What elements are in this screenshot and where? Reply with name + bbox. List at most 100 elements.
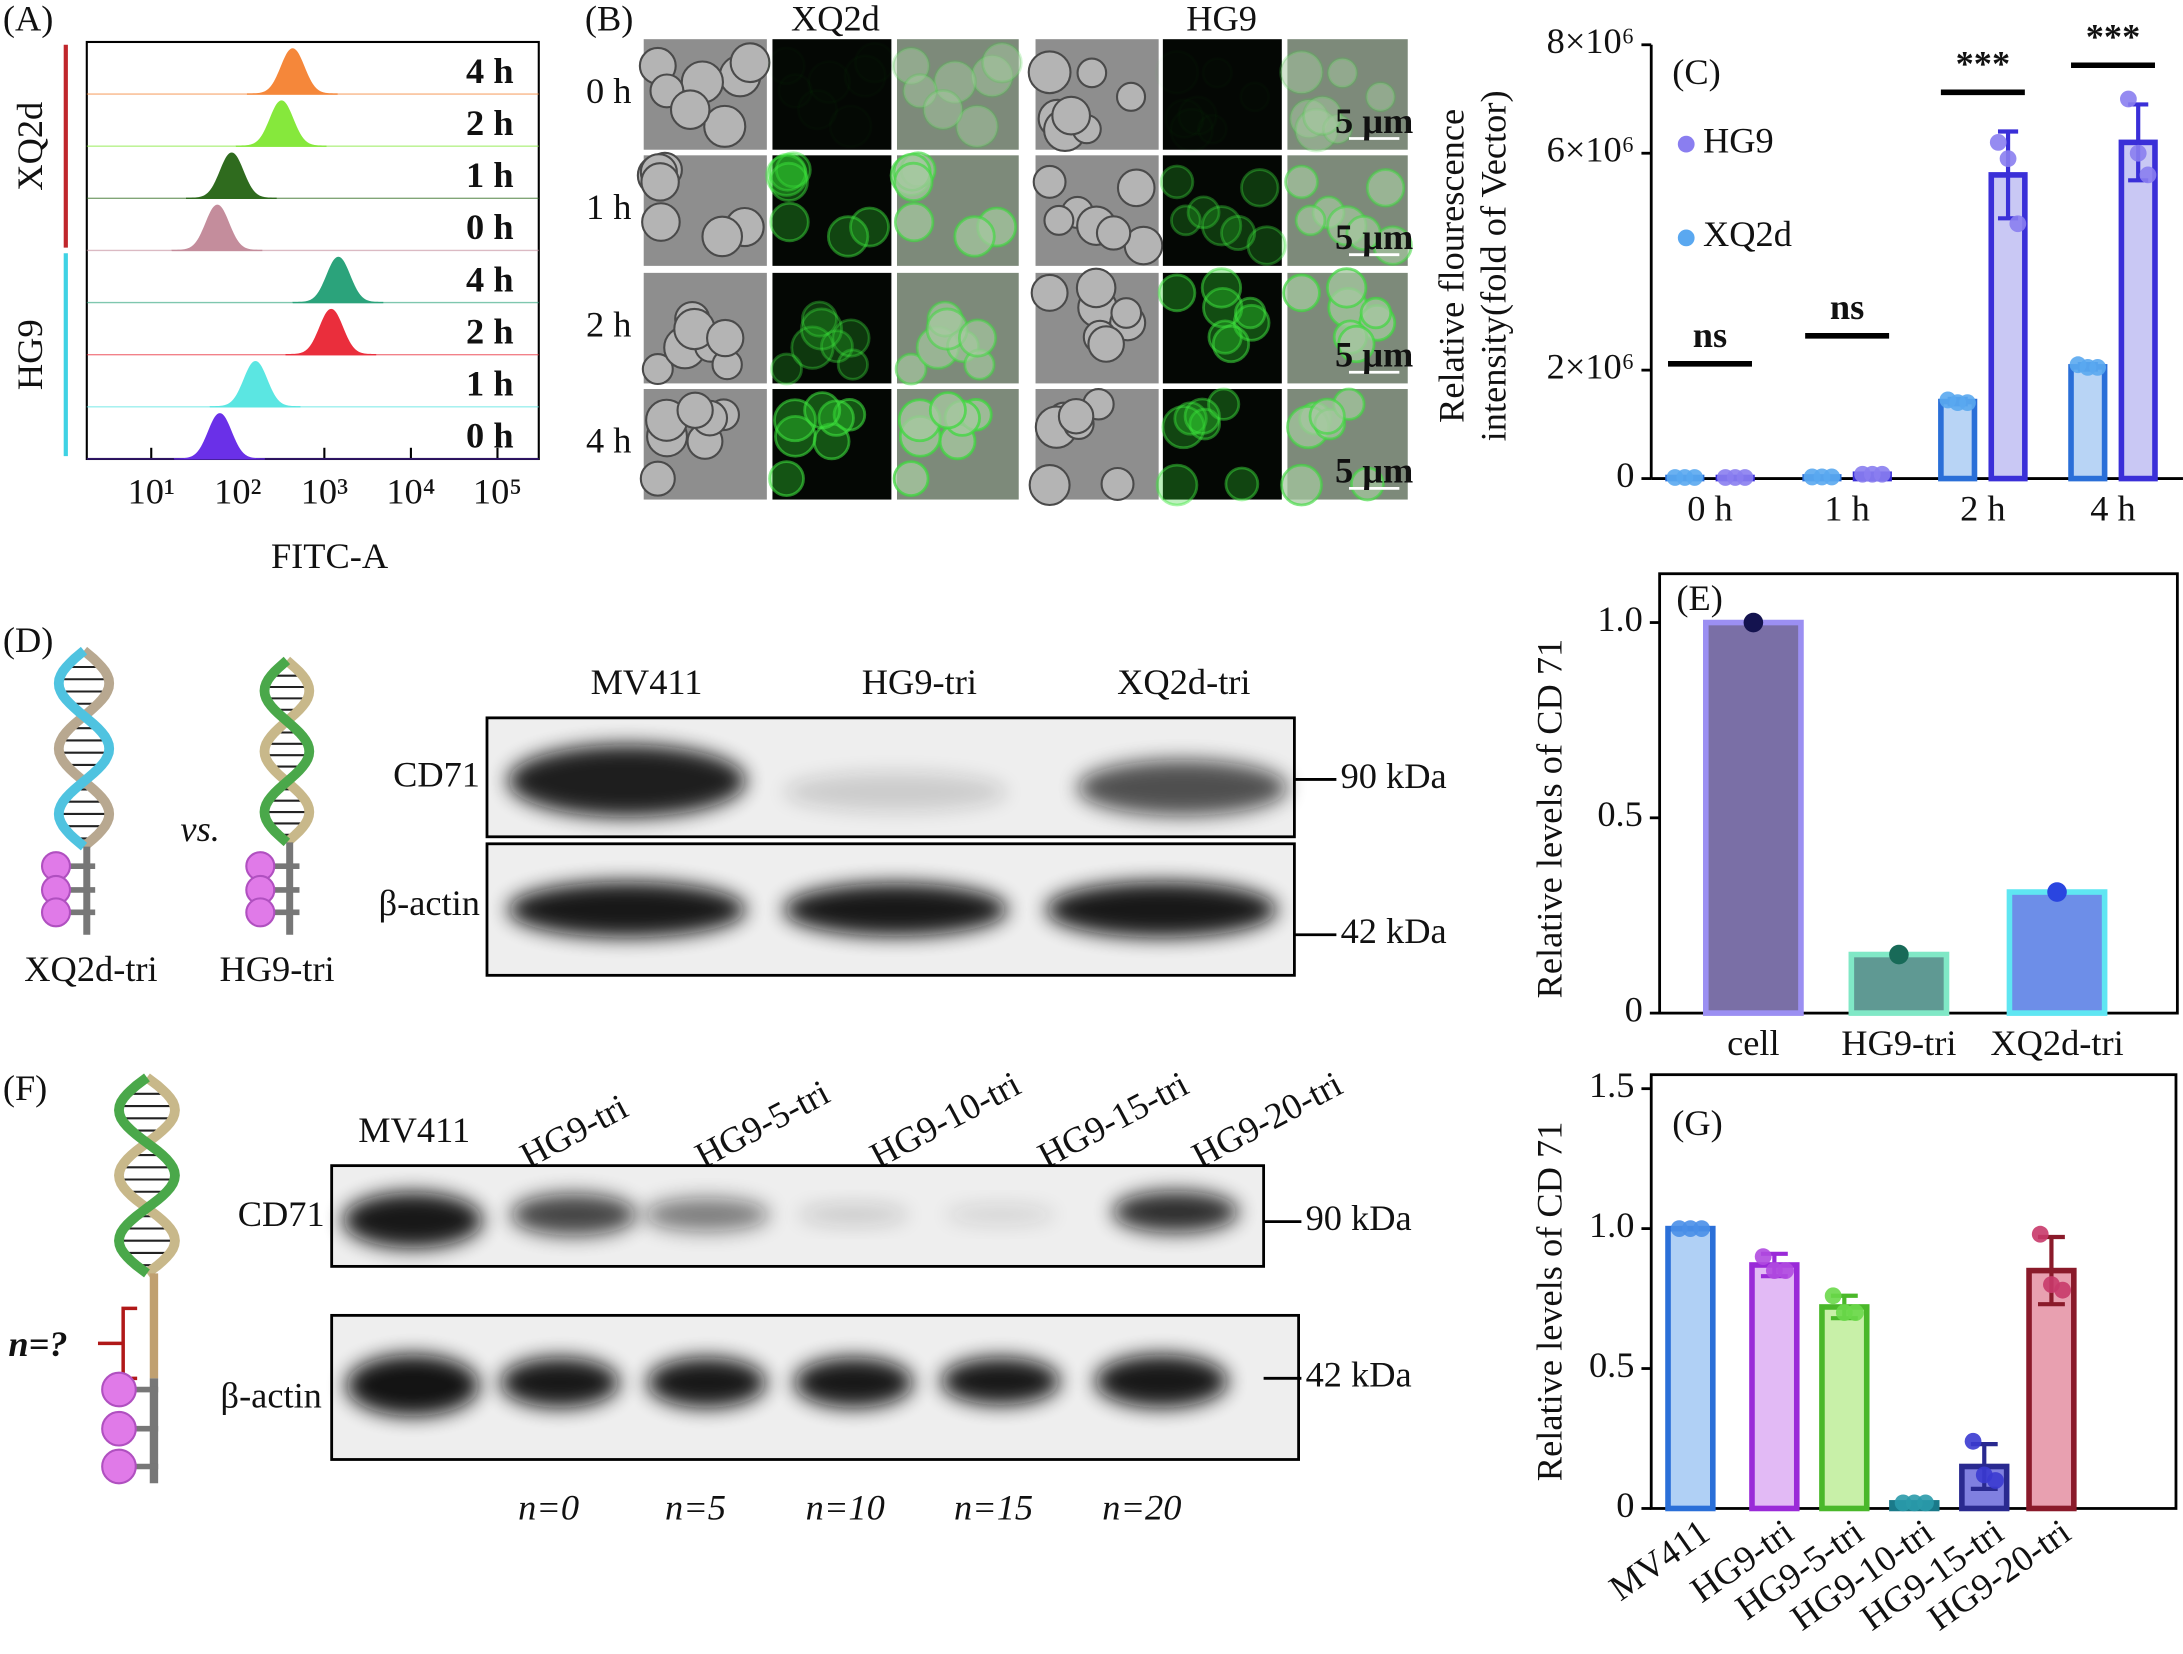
cell xyxy=(769,201,810,243)
dna-strand xyxy=(259,656,315,847)
micrograph xyxy=(772,389,892,500)
series-label: 1 h xyxy=(466,364,514,404)
y-tick-label: 0.5 xyxy=(1589,1345,1634,1385)
series-label: 4 h xyxy=(466,51,514,91)
cell xyxy=(1325,267,1368,309)
blot-band xyxy=(944,1203,1057,1226)
y-tick-label: 1.5 xyxy=(1589,1065,1634,1105)
cell xyxy=(1203,59,1232,88)
lane-label: HG9-10-tri xyxy=(863,1064,1026,1176)
cell xyxy=(774,151,812,189)
x-tick-label: cell xyxy=(1727,1023,1780,1063)
linker-length-label: n=5 xyxy=(665,1488,726,1528)
marker-label: 42 kDa xyxy=(1341,911,1447,951)
linker-length-label: n=20 xyxy=(1102,1488,1181,1528)
cell xyxy=(1032,164,1067,199)
x-tick-label: 0 h xyxy=(1687,488,1732,528)
y-tick-label: 1.0 xyxy=(1597,599,1642,639)
row-label: 4 h xyxy=(586,421,631,461)
data-point xyxy=(2139,166,2157,184)
cell xyxy=(701,215,744,258)
group-label: XQ2d xyxy=(10,102,50,191)
blot-band xyxy=(1046,881,1277,938)
column-title: HG9 xyxy=(1186,0,1257,39)
data-point xyxy=(1917,1494,1934,1512)
bar xyxy=(2118,139,2158,482)
x-tick-label: 10² xyxy=(214,472,261,512)
data-point xyxy=(1736,469,1754,486)
panel-label: (C) xyxy=(1672,52,1721,92)
cell xyxy=(703,104,747,148)
cell xyxy=(669,89,711,130)
histogram-peak xyxy=(246,48,338,95)
cell xyxy=(855,43,894,82)
cell xyxy=(765,154,808,197)
data-point xyxy=(1999,150,2017,168)
blot-band xyxy=(1094,1354,1228,1408)
blot-band xyxy=(783,882,1008,937)
blot-band xyxy=(507,744,746,818)
cell xyxy=(1240,168,1280,208)
linker-length-label: n=15 xyxy=(954,1488,1033,1528)
dna-strand xyxy=(53,646,115,851)
x-tick-label: XQ2d-tri xyxy=(1990,1023,2123,1063)
data-point xyxy=(2009,215,2027,233)
lane-label: HG9-20-tri xyxy=(1185,1064,1348,1176)
data-point xyxy=(1686,469,1704,486)
cell xyxy=(1188,407,1222,441)
row-label: 1 h xyxy=(586,187,631,227)
blot-band xyxy=(647,1357,767,1408)
blot-band xyxy=(1077,759,1288,816)
lane-label: HG9-15-tri xyxy=(1031,1064,1194,1176)
cell xyxy=(1211,324,1251,364)
blot-band xyxy=(507,881,746,938)
cell xyxy=(641,202,681,242)
x-axis-label: FITC-A xyxy=(271,536,388,576)
panel-label: (G) xyxy=(1672,1103,1723,1143)
cell xyxy=(893,161,934,202)
cell xyxy=(1284,164,1319,200)
cell xyxy=(922,89,964,131)
cell xyxy=(1170,204,1202,237)
data-point xyxy=(1823,468,1841,486)
cell xyxy=(953,215,996,258)
cell xyxy=(770,352,803,386)
cell xyxy=(803,391,842,430)
blot-band xyxy=(1112,1190,1239,1233)
series-label: 2 h xyxy=(466,311,514,351)
series-label: 0 h xyxy=(466,207,514,247)
lipid-head xyxy=(101,1448,137,1485)
cell xyxy=(981,41,1023,84)
data-point xyxy=(1754,1248,1772,1265)
cell xyxy=(1110,297,1143,329)
data-point xyxy=(1847,1304,1864,1321)
micrograph xyxy=(1162,155,1282,266)
blot-band xyxy=(342,1192,483,1249)
lane-label: MV411 xyxy=(358,1110,470,1150)
significance-label: ns xyxy=(1693,315,1727,355)
data-point xyxy=(1693,1220,1711,1238)
cell xyxy=(768,161,809,202)
panel-label: (E) xyxy=(1676,578,1722,618)
panel-label: (D) xyxy=(3,620,54,660)
cell xyxy=(893,201,935,243)
cell xyxy=(706,318,745,358)
dna-strand xyxy=(114,1073,180,1278)
cell xyxy=(1207,319,1243,355)
significance-label: *** xyxy=(2086,16,2141,56)
y-tick-label: 1.0 xyxy=(1589,1205,1634,1245)
data-point xyxy=(1959,394,1976,412)
blot-band xyxy=(783,772,1008,812)
cell xyxy=(1246,225,1287,266)
x-tick-label: 10⁴ xyxy=(386,472,435,512)
blot-band xyxy=(510,1193,637,1236)
y-tick-label: 0.5 xyxy=(1597,794,1642,834)
blot-label: CD71 xyxy=(393,754,480,794)
cell xyxy=(1326,57,1359,89)
significance-label: ns xyxy=(1830,287,1864,327)
legend-label: XQ2d xyxy=(1703,214,1792,254)
y-axis-label: intensity(fold of Vector) xyxy=(1474,90,1514,441)
cell xyxy=(928,391,967,430)
bar xyxy=(1749,1262,1800,1512)
